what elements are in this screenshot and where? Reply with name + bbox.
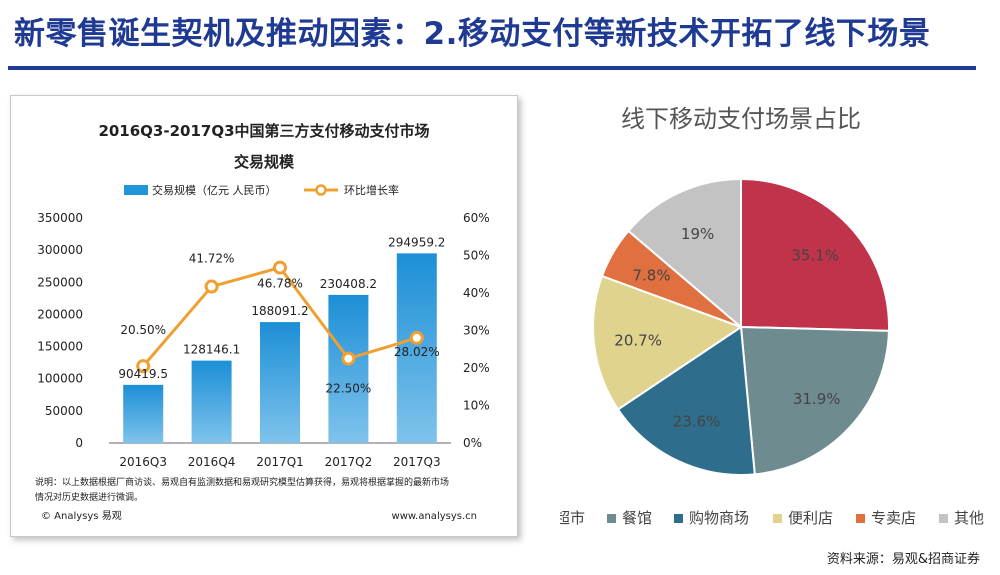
line-series [136, 260, 424, 374]
bar-value-label: 128146.1 [183, 343, 240, 357]
pie-slice-label: 31.9% [793, 390, 841, 408]
source-note: 资料来源：易观&招商证券 [826, 552, 980, 567]
growth-point-2016Q3 [136, 359, 151, 374]
legend-bar-swatch [124, 185, 148, 195]
pie-slice-购物商场 [616, 325, 756, 476]
pie-legend-label: 其他 [954, 509, 984, 527]
y-right-tick-label: 20% [463, 361, 490, 375]
y-left-tick-label: 300000 [37, 243, 83, 257]
growth-value-label: 22.50% [326, 382, 372, 396]
y-left-tick-label: 50000 [45, 404, 83, 418]
growth-value-label: 46.78% [257, 277, 303, 291]
pie-legend-swatch [607, 514, 616, 523]
pie-legend-label: 超市 [560, 509, 585, 527]
bar-2017Q1 [260, 322, 300, 443]
pie-legend-swatch [856, 514, 865, 523]
growth-point-2017Q3 [409, 330, 424, 345]
pie-legend-swatch [773, 514, 782, 523]
chart-title-line2: 交易规模 [234, 153, 295, 171]
page-title: 新零售诞生契机及推动因素：2.移动支付等新技术开拓了线下场景 [14, 16, 931, 52]
growth-point-2017Q2 [341, 351, 356, 366]
bar-line-chart-panel: 2016Q3-2017Q3中国第三方支付移动支付市场 交易规模 交易规模（亿元 … [10, 95, 518, 537]
legend-line-label: 环比增长率 [344, 183, 399, 197]
pie-legend-swatch [674, 514, 683, 523]
bar-series [123, 253, 437, 443]
bar-line-chart: 2016Q3-2017Q3中国第三方支付移动支付市场 交易规模 交易规模（亿元 … [35, 122, 490, 522]
x-tick-label: 2017Q1 [256, 455, 304, 469]
chart-note-line2: 情况对历史数据进行微调。 [35, 491, 143, 503]
pie-slice-label: 20.7% [614, 331, 662, 349]
x-tick-label: 2017Q2 [325, 455, 373, 469]
pie-slice-label: 23.6% [673, 413, 721, 431]
y-left-tick-label: 250000 [37, 275, 83, 289]
growth-value-label: 41.72% [189, 252, 235, 266]
bar-value-label: 188091.2 [251, 304, 308, 318]
bar-value-label: 90419.5 [118, 367, 168, 381]
pie-legend: 超市 餐馆 购物商场 便利店 专卖店 其他 [560, 509, 984, 527]
pie-legend-label: 便利店 [788, 509, 833, 527]
y-left-tick-label: 150000 [37, 340, 83, 354]
pie-slice-餐馆 [739, 325, 890, 476]
pie-slices [592, 177, 890, 476]
pie-slice-label: 7.8% [633, 267, 671, 285]
pie-legend-label: 购物商场 [689, 509, 749, 527]
pie-slice-超市 [740, 177, 890, 332]
pie-legend-label: 餐馆 [622, 509, 652, 527]
growth-value-label: 28.02% [394, 345, 440, 359]
y-right-tick-label: 60% [463, 211, 490, 225]
chart-brand: © Analysys 易观 [41, 510, 122, 522]
chart-axes: 0 50000 100000 150000 200000 250000 300000 3500… [37, 211, 489, 450]
y-left-tick-label: 350000 [37, 211, 83, 225]
chart-url: www.analysys.cn [392, 511, 477, 522]
legend-bar-label: 交易规模（亿元 人民币） [152, 183, 277, 197]
pie-chart: 线下移动支付场景占比 35.1% 31.9% 23.6% 20.7% 7.8% 19% 超… [560, 105, 984, 527]
y-right-tick-label: 40% [463, 286, 490, 300]
growth-point-2017Q1 [273, 260, 287, 275]
bar-2016Q4 [191, 360, 232, 443]
y-right-tick-label: 50% [463, 249, 490, 263]
bar-2017Q2 [328, 294, 369, 443]
growth-value-label: 20.50% [120, 323, 166, 337]
y-left-tick-label: 200000 [37, 307, 83, 321]
pie-slice-其他 [627, 177, 742, 330]
bar-2017Q3 [396, 253, 437, 443]
y-right-tick-label: 0% [463, 436, 482, 450]
y-left-tick-label: 100000 [37, 372, 83, 386]
title-underline [8, 66, 976, 70]
chart-note: 说明：以上数据根据厂商访谈、易观自有监测数据和易观研究模型估算获得，易观将根据掌… [35, 476, 452, 503]
y-right-tick-label: 30% [463, 324, 490, 338]
x-tick-label: 2016Q4 [188, 455, 236, 469]
pie-slice-label: 19% [681, 225, 714, 243]
legend-line-marker [315, 184, 327, 196]
x-axis-ticks: 2016Q3 2016Q4 2017Q1 2017Q2 2017Q3 [119, 455, 440, 469]
y-left-tick-label: 0 [75, 436, 83, 450]
chart-legend: 交易规模（亿元 人民币） 环比增长率 [124, 183, 399, 197]
pie-title: 线下移动支付场景占比 [621, 105, 861, 133]
bar-value-label: 230408.2 [320, 277, 377, 291]
x-tick-label: 2017Q3 [393, 455, 441, 469]
pie-labels: 35.1% 31.9% 23.6% 20.7% 7.8% 19% [614, 225, 840, 431]
pie-slice-label: 35.1% [791, 247, 839, 265]
x-tick-label: 2016Q3 [119, 455, 167, 469]
chart-title-line1: 2016Q3-2017Q3中国第三方支付移动支付市场 [98, 122, 429, 140]
pie-legend-swatch [939, 514, 948, 523]
y-right-tick-label: 10% [463, 399, 490, 413]
bar-2016Q3 [123, 384, 164, 443]
bar-value-label: 294959.2 [388, 235, 445, 249]
pie-legend-label: 专卖店 [871, 509, 916, 527]
data-labels: 90419.5 128146.1 188091.2 230408.2 294959.2 2… [118, 235, 445, 395]
pie-slice-便利店 [592, 274, 744, 411]
growth-point-2016Q4 [204, 279, 219, 294]
chart-note-line1: 说明：以上数据根据厂商访谈、易观自有监测数据和易观研究模型估算获得，易观将根据掌… [35, 476, 449, 488]
